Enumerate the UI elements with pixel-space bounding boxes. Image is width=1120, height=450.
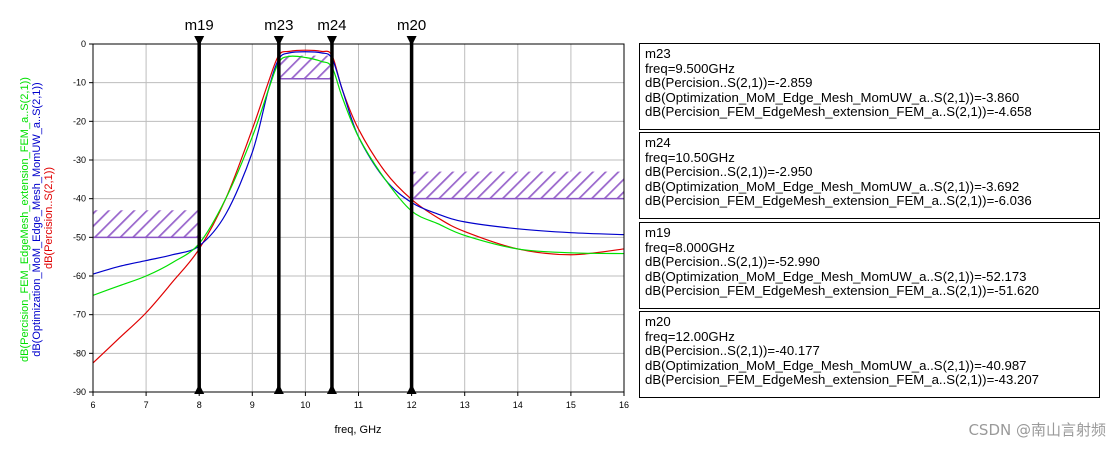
marker-readout-freq: freq=8.000GHz xyxy=(645,239,735,255)
x-tick-label: 15 xyxy=(566,400,576,410)
y-tick-label: -90 xyxy=(73,387,86,397)
marker-readout-freq: freq=10.50GHz xyxy=(645,149,735,165)
marker-label-m19: m19 xyxy=(185,17,214,34)
marker-readout-value: dB(Percision..S(2,1))=-2.859 xyxy=(645,75,813,91)
marker-readout-m19: m19 freq=8.000GHz dB(Percision..S(2,1))=… xyxy=(639,222,1100,309)
marker-readout-value: dB(Percision_FEM_EdgeMesh_extension_FEM_… xyxy=(645,372,1039,388)
svg-text:dB(Percision_FEM_EdgeMesh_exte: dB(Percision_FEM_EdgeMesh_extension_FEM_… xyxy=(19,74,55,362)
marker-triangle-bottom xyxy=(326,384,337,394)
x-tick-label: 13 xyxy=(460,400,470,410)
marker-readout-value: dB(Percision_FEM_EdgeMesh_extension_FEM_… xyxy=(645,283,1039,299)
y-tick-label: -40 xyxy=(73,194,86,204)
marker-readout-name: m19 xyxy=(645,225,671,240)
marker-readout-value: dB(Optimization_MoM_Edge_Mesh_MomUW_a..S… xyxy=(645,357,1027,373)
y-tick-label: -70 xyxy=(73,310,86,320)
marker-readout-value: dB(Percision..S(2,1))=-40.177 xyxy=(645,343,820,359)
x-tick-label: 9 xyxy=(250,400,255,410)
y-tick-label: -30 xyxy=(73,155,86,165)
x-tick-label: 6 xyxy=(90,400,95,410)
series-line xyxy=(93,51,624,275)
marker-readout-value: dB(Optimization_MoM_Edge_Mesh_MomUW_a..S… xyxy=(645,268,1027,284)
marker-label-m23: m23 xyxy=(264,17,293,34)
x-tick-label: 7 xyxy=(144,400,149,410)
y-tick-label: -20 xyxy=(73,116,86,126)
marker-triangle-top xyxy=(194,36,205,46)
y-axis-title-percision: dB(Percision..S(2,1)) xyxy=(43,167,55,269)
axes: 6 7 8 9 10 11 12 13 14 15 16 0 -10 -20 -30 -40 -50 -60 -70… xyxy=(73,39,629,410)
watermark: CSDN @南山言射频 xyxy=(968,421,1106,439)
y-axis-title-mom: dB(Optimization_MoM_Edge_Mesh_MomUW_a..S… xyxy=(31,82,43,357)
x-tick-label: 8 xyxy=(197,400,202,410)
series-line xyxy=(93,49,624,364)
marker-triangle-bottom xyxy=(406,384,417,394)
marker-triangle-bottom xyxy=(194,384,205,394)
y-axis-title: dB(Percision_FEM_EdgeMesh_extension_FEM_… xyxy=(19,74,55,362)
spec-masks xyxy=(93,55,624,239)
x-tick-label: 12 xyxy=(407,400,417,410)
marker-readout-freq: freq=12.00GHz xyxy=(645,328,735,344)
marker-readout-value: dB(Percision..S(2,1))=-52.990 xyxy=(645,254,820,270)
marker-readout-value: dB(Percision_FEM_EdgeMesh_extension_FEM_… xyxy=(645,193,1032,209)
spec-mask-region xyxy=(411,171,624,199)
marker-triangle-bottom xyxy=(273,384,284,394)
marker-readout-m20: m20 freq=12.00GHz dB(Percision..S(2,1))=… xyxy=(639,311,1100,398)
marker-readout-m23: m23 freq=9.500GHz dB(Percision..S(2,1))=… xyxy=(639,43,1100,130)
x-axis-title: freq, GHz xyxy=(334,424,381,436)
grid xyxy=(93,44,624,392)
marker-readout-name: m24 xyxy=(645,135,671,150)
marker-readout-name: m20 xyxy=(645,314,671,329)
y-tick-label: -50 xyxy=(73,232,86,242)
y-tick-label: -10 xyxy=(73,78,86,88)
marker-label-m20: m20 xyxy=(397,17,426,34)
y-tick-label: 0 xyxy=(81,39,86,49)
marker-label-m24: m24 xyxy=(317,17,346,34)
marker-triangle-top xyxy=(406,36,417,46)
spec-mask-region xyxy=(93,210,200,238)
y-tick-label: -60 xyxy=(73,271,86,281)
marker-readout-name: m23 xyxy=(645,46,671,61)
spec-mask-region xyxy=(278,55,332,79)
series-line xyxy=(93,55,624,296)
markers: m19 m23 m24 m20 xyxy=(185,17,426,394)
y-tick-label: -80 xyxy=(73,348,86,358)
x-tick-label: 14 xyxy=(513,400,523,410)
y-axis-title-fem: dB(Percision_FEM_EdgeMesh_extension_FEM_… xyxy=(19,77,31,362)
marker-readout-value: dB(Optimization_MoM_Edge_Mesh_MomUW_a..S… xyxy=(645,89,1020,105)
marker-readout-value: dB(Optimization_MoM_Edge_Mesh_MomUW_a..S… xyxy=(645,178,1020,194)
series-lines xyxy=(93,49,624,364)
x-tick-label: 10 xyxy=(300,400,310,410)
marker-readout-freq: freq=9.500GHz xyxy=(645,60,735,76)
marker-readout-m24: m24 freq=10.50GHz dB(Percision..S(2,1))=… xyxy=(639,132,1100,219)
x-tick-label: 16 xyxy=(619,400,629,410)
marker-readout-value: dB(Percision_FEM_EdgeMesh_extension_FEM_… xyxy=(645,104,1032,120)
marker-triangle-top xyxy=(273,36,284,46)
marker-triangle-top xyxy=(326,36,337,46)
x-tick-label: 11 xyxy=(354,400,363,410)
marker-readout-value: dB(Percision..S(2,1))=-2.950 xyxy=(645,164,813,180)
